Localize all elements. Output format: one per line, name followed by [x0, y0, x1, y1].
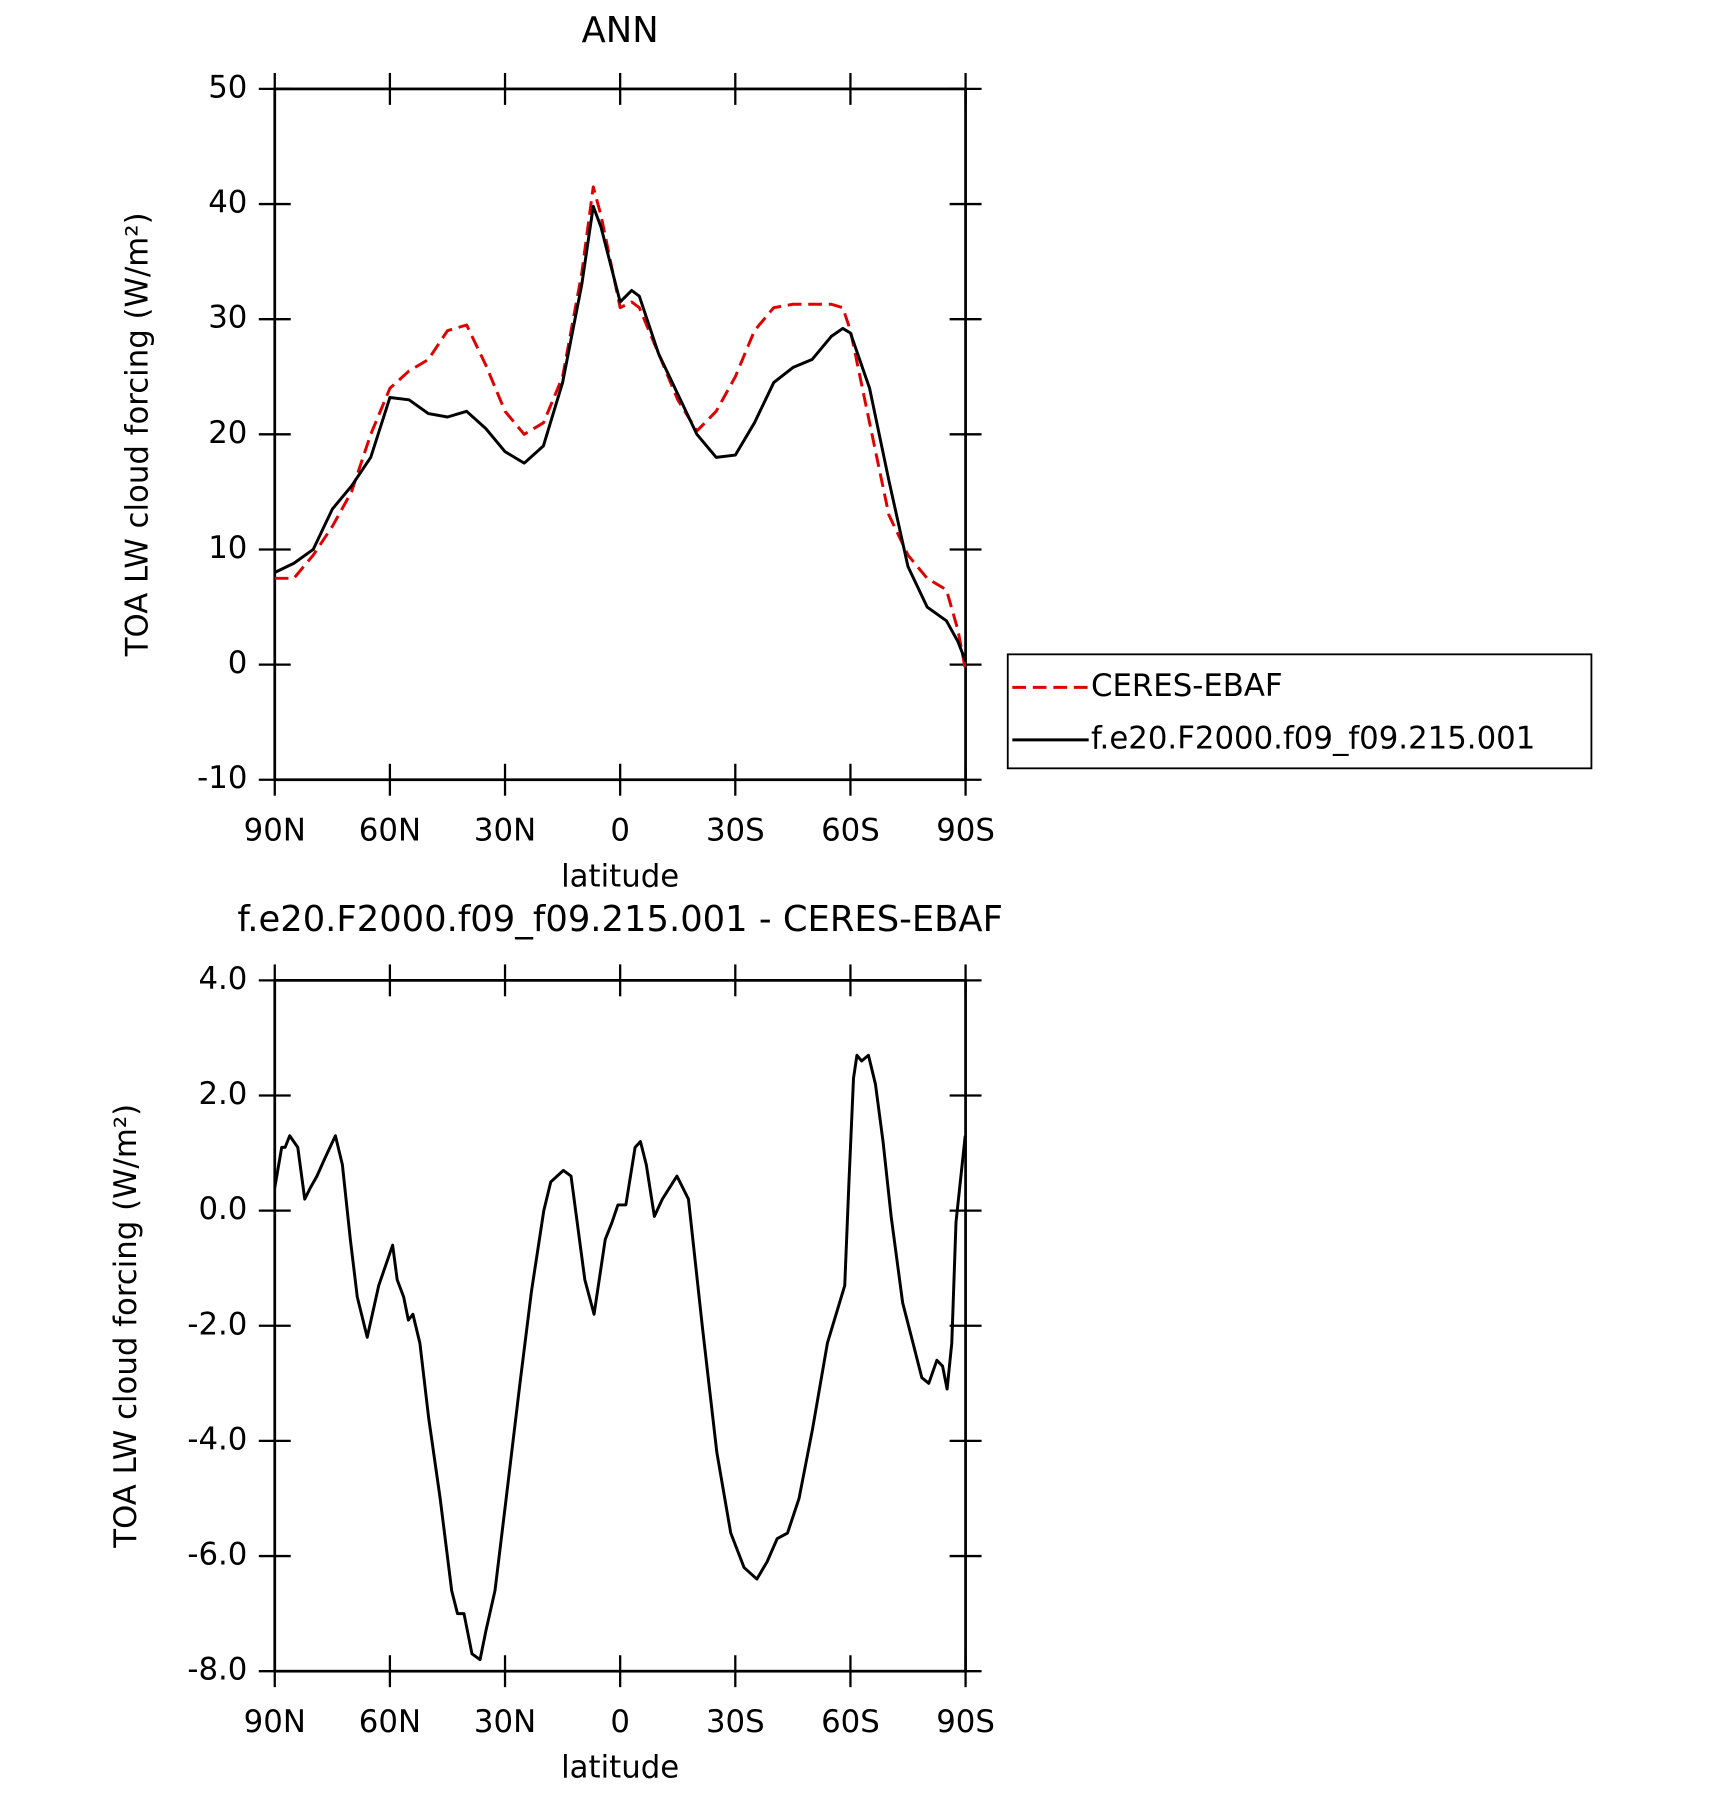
data-line: [274, 185, 968, 671]
plot-frame: [273, 978, 967, 1673]
y-tick-label: -10: [197, 760, 247, 796]
y-tick-label: 20: [208, 415, 247, 451]
legend-label: CERES-EBAF: [1091, 668, 1283, 704]
x-tick-label: 60S: [821, 813, 880, 849]
x-tick-label: 60N: [359, 813, 421, 849]
x-tick-label: 60N: [359, 1704, 421, 1740]
y-axis-label: TOA LW cloud forcing (W/m²): [120, 212, 156, 657]
y-tick-label: 50: [208, 69, 247, 105]
legend-label: f.e20.F2000.f09_f09.215.001: [1091, 720, 1535, 756]
y-tick-label: -4.0: [187, 1421, 247, 1457]
x-tick-label: 90N: [244, 1704, 306, 1740]
chart-title: ANN: [582, 10, 659, 51]
plot-frame: [273, 87, 967, 782]
y-axis-label: TOA LW cloud forcing (W/m²): [108, 1104, 144, 1549]
x-tick-label: 90S: [936, 813, 995, 849]
x-tick-label: 30S: [706, 813, 765, 849]
data-line: [273, 1053, 967, 1662]
y-tick-label: 30: [208, 300, 247, 336]
y-tick-label: 10: [208, 530, 247, 566]
x-tick-label: 30S: [706, 1704, 765, 1740]
legend-box: [1006, 653, 1593, 770]
y-tick-label: -6.0: [187, 1537, 247, 1573]
x-tick-label: 30N: [474, 813, 536, 849]
x-tick-label: 0: [610, 1704, 630, 1740]
y-tick-label: -8.0: [187, 1652, 247, 1688]
x-tick-label: 0: [610, 813, 630, 849]
y-tick-label: -2.0: [187, 1306, 247, 1342]
x-tick-label: 90S: [936, 1704, 995, 1740]
y-tick-label: 0: [228, 645, 248, 681]
y-tick-label: 2.0: [198, 1076, 247, 1112]
x-tick-label: 30N: [474, 1704, 536, 1740]
x-axis-label: latitude: [561, 858, 679, 894]
x-tick-label: 60S: [821, 1704, 880, 1740]
x-axis-label: latitude: [561, 1750, 679, 1786]
data-line: [274, 204, 967, 662]
y-tick-label: 4.0: [198, 961, 247, 997]
chart-title: f.e20.F2000.f09_f09.215.001 - CERES-EBAF: [237, 899, 1003, 940]
y-tick-label: 40: [208, 185, 247, 221]
x-tick-label: 90N: [244, 813, 306, 849]
y-tick-label: 0.0: [198, 1191, 247, 1227]
